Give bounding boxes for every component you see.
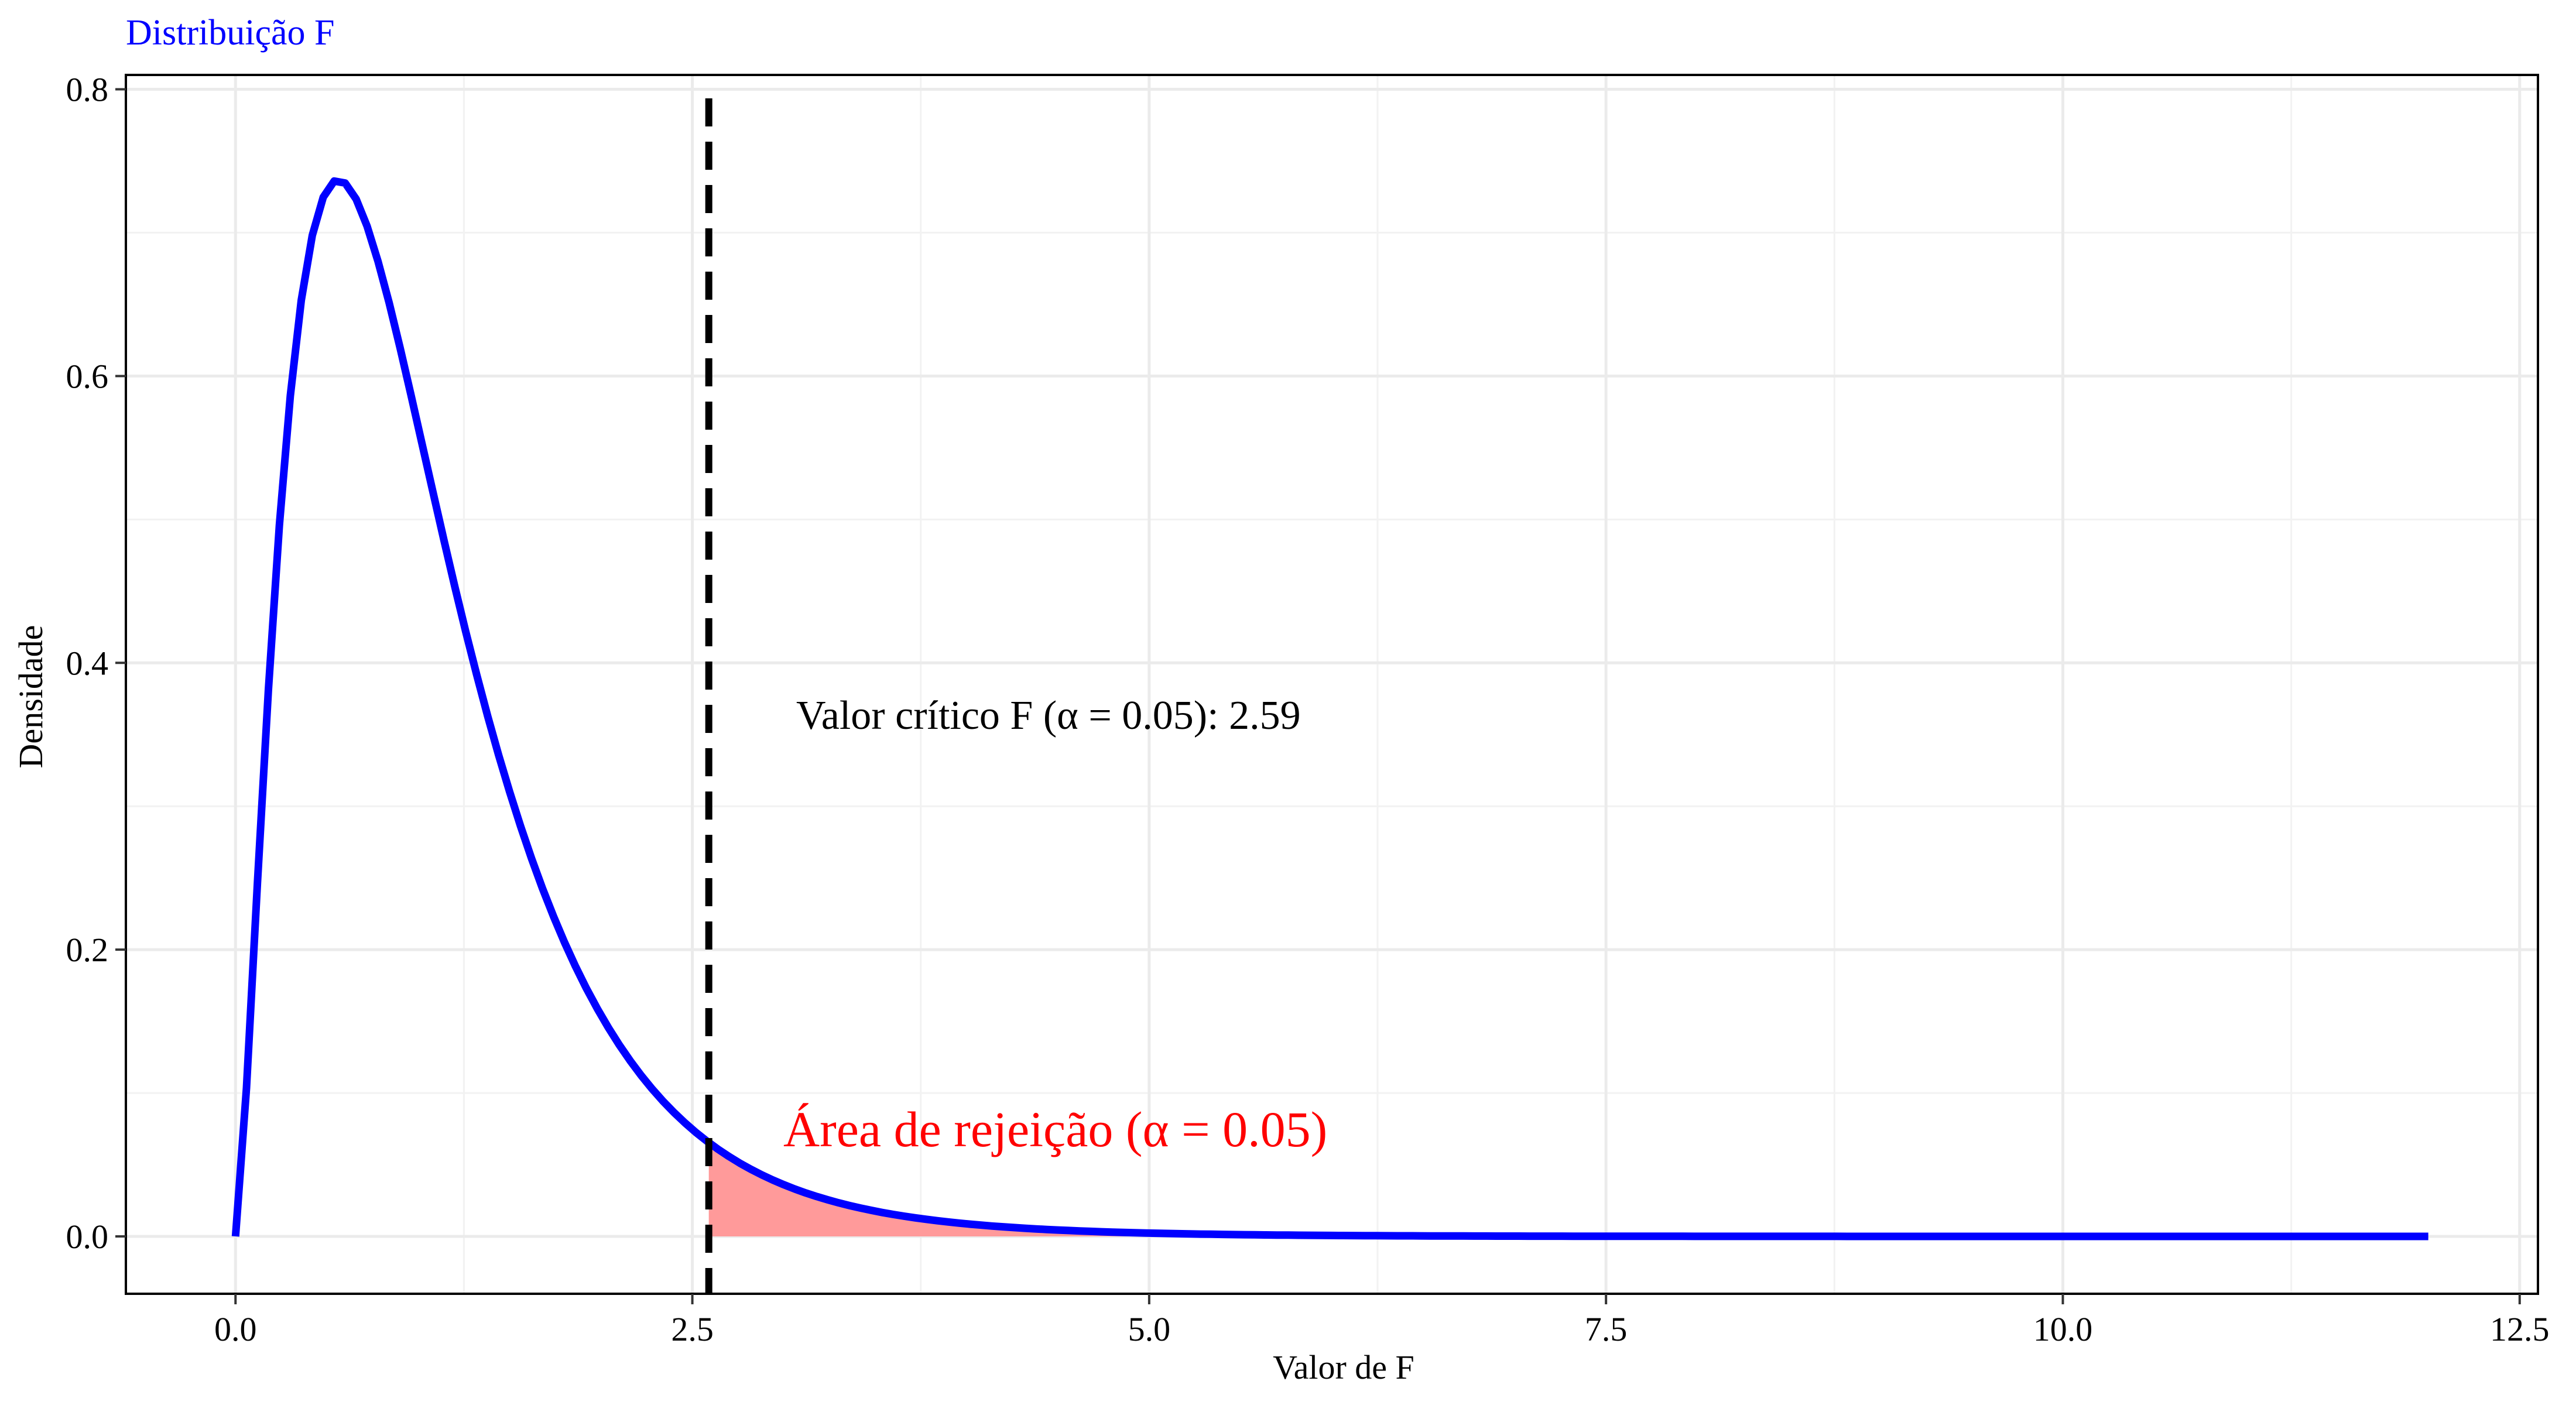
plot-panel-border [125, 74, 2539, 1295]
x-tick-label: 12.5 [2490, 1310, 2550, 1348]
y-tick-label: 0.8 [66, 70, 109, 108]
density-curve [231, 177, 2428, 1240]
rejection-area-label: Área de rejeição (α = 0.05) [783, 1101, 1327, 1157]
x-axis: 0.0 2.5 5.0 7.5 10.0 12.5 [214, 1294, 2550, 1348]
rejection-area-fill [708, 1142, 2428, 1237]
y-tick-label: 0.2 [66, 931, 109, 969]
critical-value-label: Valor crítico F (α = 0.05): 2.59 [796, 693, 1301, 738]
x-tick-label: 0.0 [214, 1310, 257, 1348]
rejection-area [708, 1142, 2428, 1237]
x-tick-label: 7.5 [1585, 1310, 1628, 1348]
minor-gridlines [126, 75, 2538, 1294]
x-tick-label: 5.0 [1128, 1310, 1171, 1348]
y-axis-title: Densidade [12, 625, 50, 769]
x-tick-label: 2.5 [671, 1310, 714, 1348]
x-tick-label: 10.0 [2033, 1310, 2093, 1348]
y-axis: 0.0 0.2 0.4 0.6 0.8 [66, 70, 126, 1256]
chart-title: Distribuição F [126, 13, 334, 53]
y-tick-label: 0.0 [66, 1218, 109, 1256]
major-gridlines [126, 75, 2538, 1294]
density-curve-layer [231, 177, 2428, 1240]
y-tick-label: 0.4 [66, 644, 109, 682]
y-tick-label: 0.6 [66, 357, 109, 395]
x-axis-title: Valor de F [1273, 1348, 1414, 1386]
